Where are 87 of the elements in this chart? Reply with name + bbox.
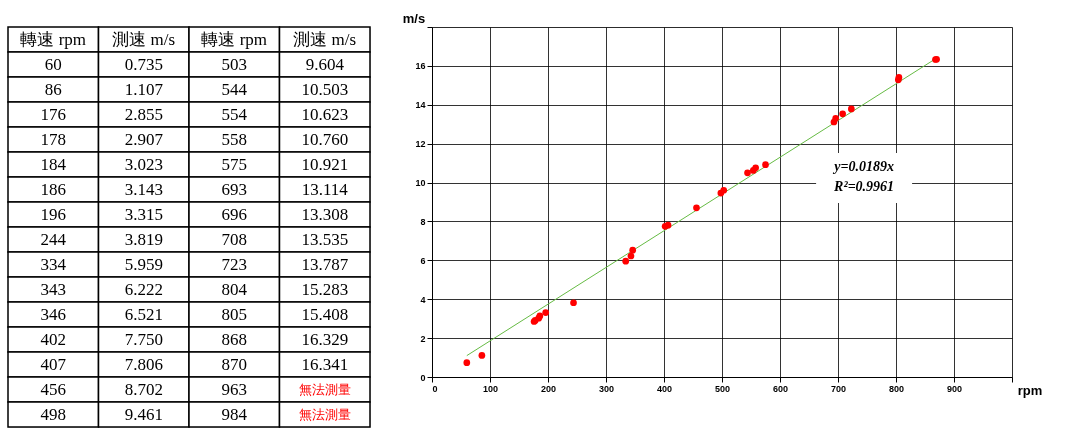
text: 575: [221, 154, 247, 174]
annotation: R²=0.9961: [833, 179, 895, 194]
text: 870: [221, 354, 247, 374]
text: 10.921: [301, 154, 349, 174]
text: 13.787: [301, 254, 349, 274]
text: 708: [221, 229, 247, 249]
text: 10.623: [301, 104, 349, 124]
text: 334: [40, 254, 67, 274]
x-tick-label: 200: [540, 383, 557, 394]
text: 554: [221, 104, 248, 124]
x-tick-label: 400: [656, 383, 673, 394]
text: 13.308: [301, 204, 349, 224]
text: 196: [40, 204, 66, 224]
y-tick-label: 10: [415, 178, 426, 189]
text: 868: [221, 329, 247, 349]
text: 測速 m/s: [293, 29, 357, 49]
text: 5.959: [124, 254, 163, 274]
text: 402: [40, 329, 66, 349]
y-tick-label: 0: [420, 372, 426, 383]
text: 178: [40, 129, 66, 149]
text: 轉速 rpm: [20, 29, 87, 49]
text: 86: [44, 79, 62, 99]
text: 984: [221, 404, 248, 424]
text: 6.521: [124, 304, 163, 324]
text: 無法測量: [298, 381, 351, 397]
text: 407: [40, 354, 67, 374]
x-tick-label: 0: [432, 383, 438, 394]
text: 16.329: [301, 329, 349, 349]
y-tick-label: 8: [420, 216, 426, 227]
x-axis-title: rpm: [1017, 383, 1043, 398]
text: 3.143: [124, 179, 163, 199]
y-tick-label: 16: [415, 61, 426, 72]
text: 343: [40, 279, 66, 299]
text: 176: [40, 104, 66, 124]
x-tick-label: 600: [772, 383, 789, 394]
text: 498: [40, 404, 66, 424]
text: 244: [40, 229, 67, 249]
text: 2.907: [124, 129, 164, 149]
text: 13.114: [301, 179, 349, 199]
text: 15.283: [301, 279, 349, 299]
x-tick-label: 800: [888, 383, 905, 394]
text: 2.855: [124, 104, 163, 124]
text: 184: [40, 154, 67, 174]
text: 9.461: [124, 404, 163, 424]
text: 60: [44, 54, 62, 74]
text: 186: [40, 179, 66, 199]
y-tick-label: 2: [420, 333, 426, 344]
text: 16.341: [301, 354, 349, 374]
text: 3.819: [124, 229, 163, 249]
text: 805: [221, 304, 247, 324]
text: 6.222: [124, 279, 163, 299]
text: 7.806: [124, 354, 163, 374]
text: 15.408: [301, 304, 349, 324]
text: 10.503: [301, 79, 349, 99]
x-tick-label: 900: [946, 383, 963, 394]
y-axis-title: m/s: [402, 11, 426, 26]
x-tick-label: 300: [598, 383, 615, 394]
y-tick-label: 14: [415, 100, 426, 111]
x-tick-label: 100: [482, 383, 499, 394]
text: 10.760: [301, 129, 349, 149]
x-tick-label: 500: [714, 383, 731, 394]
text: 963: [221, 379, 247, 399]
text: 8.702: [124, 379, 163, 399]
text: 693: [221, 179, 247, 199]
x-tick-label: 700: [830, 383, 847, 394]
text: 804: [221, 279, 248, 299]
text: 13.535: [301, 229, 349, 249]
text: 558: [221, 129, 247, 149]
text: 轉速 rpm: [201, 29, 268, 49]
text: 456: [40, 379, 66, 399]
annotation: y=0.0189x: [832, 159, 894, 174]
text: 696: [221, 204, 247, 224]
text: 測速 m/s: [112, 29, 176, 49]
y-tick-label: 4: [420, 294, 426, 305]
text: 503: [221, 54, 247, 74]
text: 3.023: [124, 154, 163, 174]
text: 3.315: [124, 204, 163, 224]
text: 0.735: [124, 54, 163, 74]
text: 7.750: [124, 329, 163, 349]
text: 723: [221, 254, 247, 274]
text: 346: [40, 304, 66, 324]
text: 9.604: [305, 54, 345, 74]
text: 無法測量: [298, 406, 351, 422]
text: 544: [221, 79, 248, 99]
y-tick-label: 6: [420, 255, 426, 266]
y-tick-label: 12: [415, 139, 426, 150]
text: 1.107: [124, 79, 164, 99]
